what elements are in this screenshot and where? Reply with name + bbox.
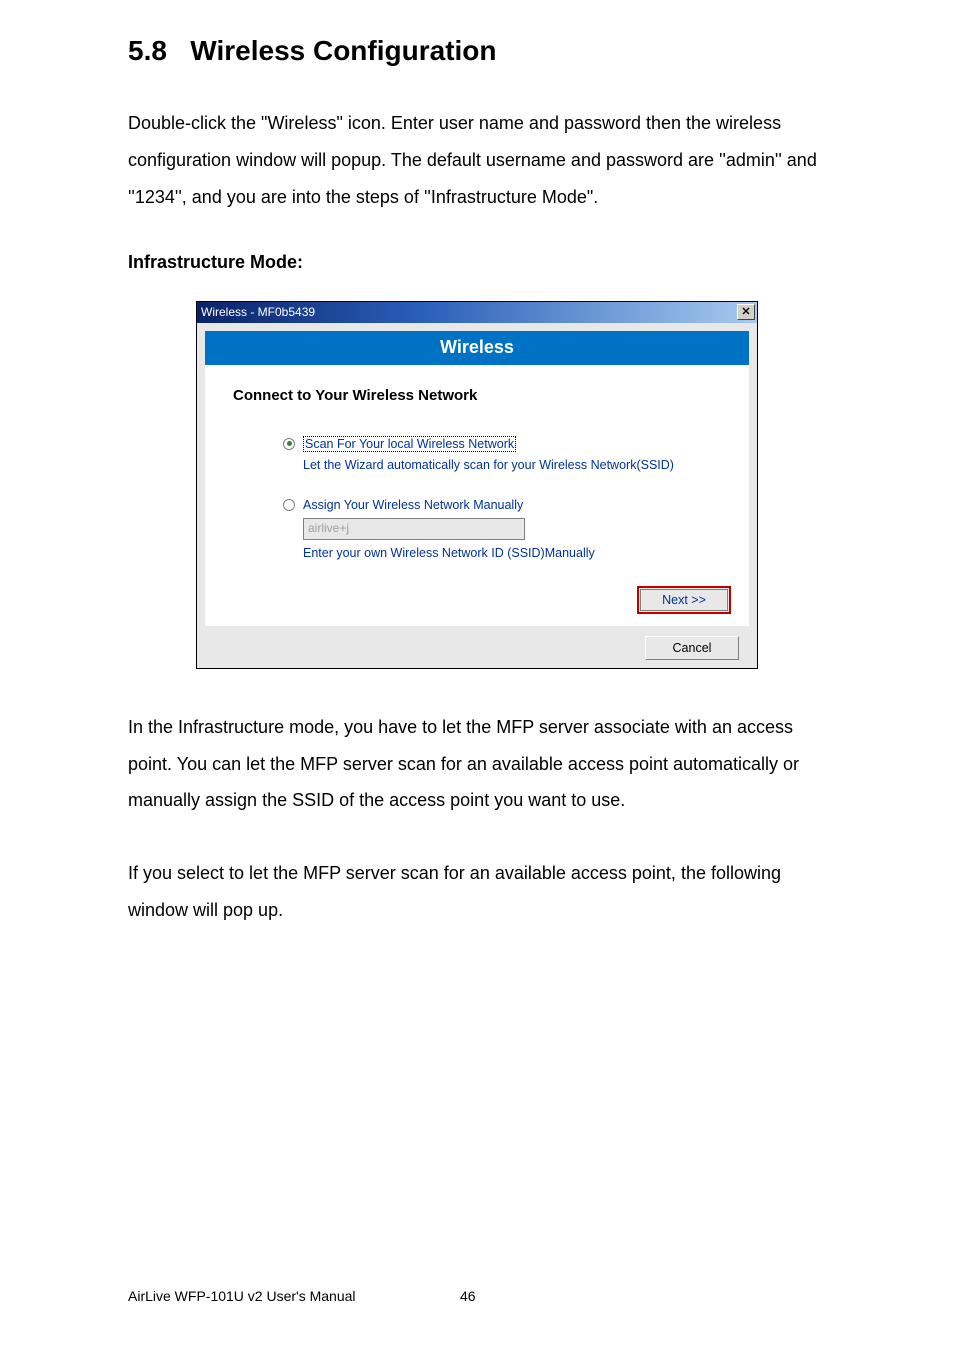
cancel-row: Cancel [197, 636, 757, 668]
manual-desc: Enter your own Wireless Network ID (SSID… [303, 546, 749, 560]
intro-paragraph: Double-click the "Wireless" icon. Enter … [128, 105, 826, 216]
close-button[interactable]: ✕ [737, 304, 755, 320]
paragraph-2: In the Infrastructure mode, you have to … [128, 709, 826, 820]
infrastructure-mode-label: Infrastructure Mode: [128, 252, 826, 273]
dialog-body: Wireless Connect to Your Wireless Networ… [205, 331, 749, 626]
section-number: 5.8 [128, 35, 167, 66]
dialog-banner-text: Wireless [440, 337, 514, 358]
footer-page: 46 [460, 1288, 476, 1304]
ssid-input[interactable]: airlive+j [303, 518, 525, 540]
next-button[interactable]: Next >> [637, 586, 731, 614]
dialog-title: Wireless - MF0b5439 [201, 305, 315, 319]
next-row: Next >> [205, 586, 749, 614]
radio-manual-label: Assign Your Wireless Network Manually [303, 498, 523, 512]
radio-scan-label: Scan For Your local Wireless Network [303, 436, 516, 452]
section-title-text: Wireless Configuration [190, 35, 496, 66]
connect-heading: Connect to Your Wireless Network [205, 365, 749, 404]
radio-scan-row[interactable]: Scan For Your local Wireless Network [283, 436, 749, 452]
section-heading: 5.8 Wireless Configuration [128, 35, 826, 67]
radio-dot-icon [287, 441, 292, 446]
radio-manual[interactable] [283, 499, 295, 511]
dialog-banner: Wireless [205, 331, 749, 365]
option-manual: Assign Your Wireless Network Manually ai… [205, 498, 749, 560]
close-icon: ✕ [741, 307, 750, 318]
footer-text: AirLive WFP-101U v2 User's Manual [128, 1288, 356, 1304]
paragraph-3: If you select to let the MFP server scan… [128, 855, 826, 929]
radio-scan[interactable] [283, 438, 295, 450]
wireless-dialog: Wireless - MF0b5439 ✕ Wireless Connect t… [196, 301, 758, 669]
option-scan: Scan For Your local Wireless Network Let… [205, 436, 749, 472]
cancel-button[interactable]: Cancel [645, 636, 739, 660]
radio-manual-row[interactable]: Assign Your Wireless Network Manually [283, 498, 749, 512]
dialog-screenshot: Wireless - MF0b5439 ✕ Wireless Connect t… [128, 301, 826, 669]
scan-desc: Let the Wizard automatically scan for yo… [303, 458, 749, 472]
dialog-titlebar: Wireless - MF0b5439 ✕ [197, 302, 757, 323]
